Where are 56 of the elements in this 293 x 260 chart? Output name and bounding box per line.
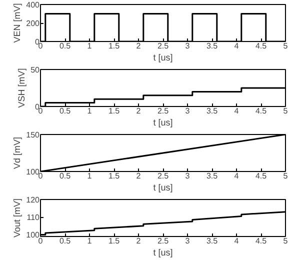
y-tick-label: 100 bbox=[26, 230, 40, 240]
y-tick-label: 100 bbox=[26, 168, 40, 176]
x-axis-title: t [us] bbox=[153, 182, 173, 192]
x-tick-label: 2.5 bbox=[157, 42, 170, 50]
x-tick-label: 0.5 bbox=[59, 172, 72, 180]
x-axis-title: t [us] bbox=[153, 248, 173, 258]
x-tick-label: 4 bbox=[234, 42, 240, 50]
x-tick-label: 3.5 bbox=[206, 106, 218, 116]
x-tick-label: 2.5 bbox=[157, 236, 170, 246]
y-tick-label: 150 bbox=[26, 130, 40, 140]
x-tick-label: 3 bbox=[185, 172, 190, 180]
y-tick-label: 110 bbox=[26, 213, 40, 222]
x-tick-label: 4 bbox=[234, 236, 240, 246]
x-tick-label: 1.5 bbox=[108, 236, 120, 246]
y-tick-label: 400 bbox=[26, 0, 40, 10]
x-tick-label: 2 bbox=[136, 236, 142, 246]
x-tick-label: 2.5 bbox=[157, 106, 170, 116]
x-tick-label: 5 bbox=[283, 42, 288, 50]
y-tick-label: 50 bbox=[30, 66, 40, 74]
x-tick-label: 3.5 bbox=[206, 42, 218, 50]
x-tick-label: 2 bbox=[136, 42, 142, 50]
x-tick-label: 4 bbox=[234, 106, 240, 116]
x-tick-label: 2 bbox=[136, 172, 142, 180]
x-tick-label: 1 bbox=[87, 106, 92, 116]
x-tick-label: 4.5 bbox=[255, 106, 268, 116]
x-axis-title: t [us] bbox=[153, 118, 173, 128]
x-tick-label: 0.5 bbox=[59, 106, 72, 116]
x-tick-label: 4.5 bbox=[255, 236, 268, 246]
x-tick-label: 3 bbox=[185, 42, 190, 50]
x-tick-label: 0.5 bbox=[59, 42, 72, 50]
x-tick-label: 1.5 bbox=[108, 42, 120, 50]
x-tick-label: 1.5 bbox=[108, 172, 120, 180]
y-tick-label: 200 bbox=[26, 19, 40, 28]
y-tick-label: 120 bbox=[26, 196, 40, 204]
y-axis-title: Vout [mV] bbox=[12, 198, 22, 238]
x-tick-label: 3 bbox=[185, 236, 190, 246]
x-tick-label: 5 bbox=[283, 172, 288, 180]
x-tick-label: 1 bbox=[87, 236, 92, 246]
x-tick-label: 5 bbox=[283, 236, 288, 246]
x-tick-label: 1 bbox=[87, 172, 92, 180]
x-tick-label: 2 bbox=[136, 106, 142, 116]
x-tick-label: 1.5 bbox=[108, 106, 120, 116]
x-tick-label: 5 bbox=[283, 106, 288, 116]
x-tick-label: 3.5 bbox=[206, 236, 218, 246]
x-tick-label: 0.5 bbox=[59, 236, 72, 246]
x-tick-label: 1 bbox=[87, 42, 92, 50]
x-tick-label: 4 bbox=[234, 172, 240, 180]
x-tick-label: 3 bbox=[185, 106, 190, 116]
x-tick-label: 4.5 bbox=[255, 172, 268, 180]
y-axis-title: Vd [mV] bbox=[12, 136, 22, 170]
y-axis-title: VEN [mV] bbox=[12, 3, 22, 43]
x-axis-title: t [us] bbox=[153, 52, 173, 62]
x-tick-label: 3.5 bbox=[206, 172, 218, 180]
x-tick-label: 4.5 bbox=[255, 42, 268, 50]
x-tick-label: 2.5 bbox=[157, 172, 170, 180]
y-axis-title: VSH [mV] bbox=[16, 68, 27, 108]
